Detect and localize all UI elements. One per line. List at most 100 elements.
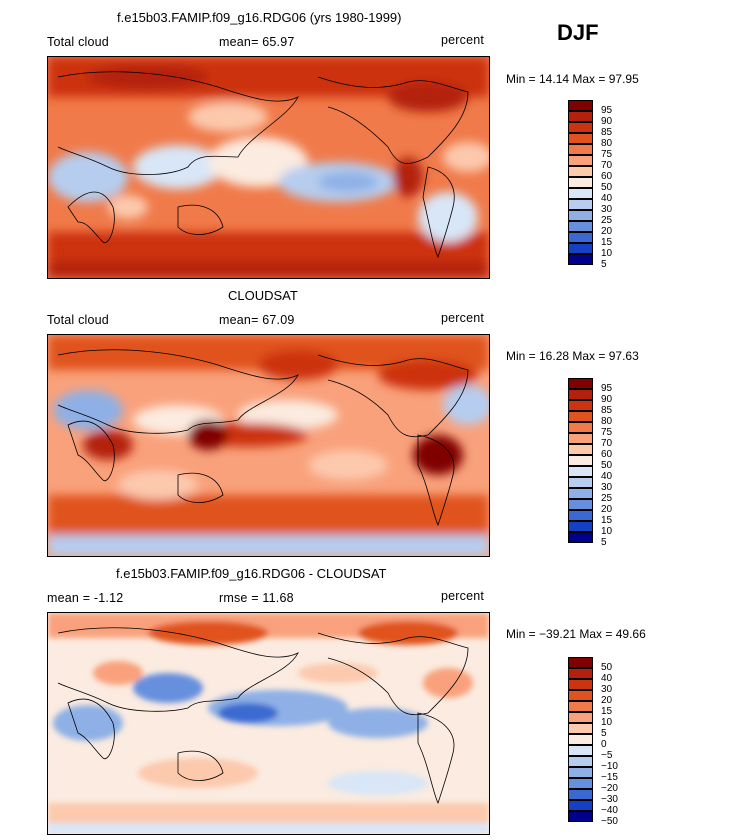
- colorbar-1-label: 75: [601, 149, 613, 160]
- colorbar-1-swatch: [568, 232, 593, 243]
- colorbar-2-swatch: [568, 455, 593, 466]
- colorbar-3-label: 15: [601, 706, 613, 717]
- panel-1-mean-label: mean= 65.97: [219, 35, 295, 49]
- colorbar-1-label: 90: [601, 116, 613, 127]
- colorbar-3-swatch: [568, 734, 593, 745]
- colorbar-3-swatch: [568, 723, 593, 734]
- colorbar-1-label: 25: [601, 215, 613, 226]
- colorbar-1-swatch: [568, 155, 593, 166]
- colorbar-3-label: −50: [601, 816, 618, 827]
- colorbar-1-swatch: [568, 188, 593, 199]
- panel-3-mean-label: mean = -1.12: [47, 591, 124, 605]
- colorbar-2-swatch: [568, 422, 593, 433]
- colorbar-2-label: 90: [601, 394, 613, 405]
- colorbar-1-label: 50: [601, 182, 613, 193]
- colorbar-2-swatch: [568, 477, 593, 488]
- colorbar-2-label: 75: [601, 427, 613, 438]
- colorbar-2-swatch: [568, 389, 593, 400]
- colorbar-1-label: 20: [601, 226, 613, 237]
- panel-3-map: [47, 612, 490, 835]
- panel-2-mean-label: mean= 67.09: [219, 313, 295, 327]
- panel-3-title: f.e15b03.FAMIP.f09_g16.RDG06 - CLOUDSAT: [116, 566, 387, 581]
- colorbar-1-label: 30: [601, 204, 613, 215]
- colorbar-1-swatch: [568, 133, 593, 144]
- colorbar-2-swatch: [568, 532, 593, 543]
- colorbar-1-swatch: [568, 254, 593, 265]
- colorbar-2-label: 20: [601, 504, 613, 515]
- panel-1-map: [47, 56, 490, 279]
- colorbar-3-swatch: [568, 745, 593, 756]
- panel-3-map-plot: [48, 613, 489, 834]
- colorbar-1-swatch: [568, 166, 593, 177]
- colorbar-3-label: 50: [601, 662, 613, 673]
- panel-2-map: [47, 334, 490, 557]
- panel-3-coastlines: [57, 627, 469, 805]
- colorbar-1-swatch: [568, 210, 593, 221]
- colorbar-3-swatch: [568, 657, 593, 668]
- colorbar-3-swatch: [568, 756, 593, 767]
- panel-3-rmse-label: rmse = 11.68: [219, 591, 294, 605]
- colorbar-1-swatch: [568, 199, 593, 210]
- colorbar-2-label: 95: [601, 383, 613, 394]
- colorbar-3-label: −40: [601, 805, 618, 816]
- colorbar-2-label: 60: [601, 449, 613, 460]
- colorbar-2-label: 25: [601, 493, 613, 504]
- colorbar-3-swatch: [568, 778, 593, 789]
- colorbar-2-label: 30: [601, 482, 613, 493]
- colorbar-3-label: −30: [601, 794, 618, 805]
- colorbar-2-swatch: [568, 499, 593, 510]
- colorbar-3-swatch: [568, 800, 593, 811]
- colorbar-1-swatch: [568, 122, 593, 133]
- colorbar-3-swatch: [568, 789, 593, 800]
- colorbar-2-swatch: [568, 444, 593, 455]
- colorbar-1-label: 40: [601, 193, 613, 204]
- season-label: DJF: [557, 20, 599, 45]
- colorbar-1-label: 10: [601, 248, 613, 259]
- panel-2-minmax: Min = 16.28 Max = 97.63: [506, 349, 639, 363]
- colorbar-3-swatch: [568, 679, 593, 690]
- colorbar-2-swatch: [568, 466, 593, 477]
- panel-2-coastlines: [57, 349, 469, 527]
- colorbar-3-swatch: [568, 690, 593, 701]
- colorbar-1-label: 15: [601, 237, 613, 248]
- colorbar-3-label: −15: [601, 772, 618, 783]
- panel-2-variable-label: Total cloud: [47, 313, 109, 327]
- panel-3-units-label: percent: [441, 589, 485, 603]
- colorbar-3-swatch: [568, 668, 593, 679]
- colorbar-3-label: 0: [601, 739, 607, 750]
- colorbar-2-label: 50: [601, 460, 613, 471]
- panel-1-units-label: percent: [441, 33, 485, 47]
- panel-2-map-plot: [48, 335, 489, 556]
- colorbar-3-swatch: [568, 811, 593, 822]
- panel-1-minmax: Min = 14.14 Max = 97.95: [506, 72, 639, 86]
- colorbar-2-label: 70: [601, 438, 613, 449]
- colorbar-1-swatch: [568, 100, 593, 111]
- colorbar-3-swatch: [568, 701, 593, 712]
- colorbar-3-label: 30: [601, 684, 613, 695]
- colorbar-3-swatch: [568, 767, 593, 778]
- colorbar-3-label: −20: [601, 783, 618, 794]
- colorbar-2-swatch: [568, 433, 593, 444]
- panel-1-variable-label: Total cloud: [47, 35, 109, 49]
- colorbar-1-label: 5: [601, 259, 607, 270]
- colorbar-2-swatch: [568, 378, 593, 389]
- colorbar-3-label: 5: [601, 728, 607, 739]
- colorbar-2-swatch: [568, 521, 593, 532]
- panel-3-minmax: Min = −39.21 Max = 49.66: [506, 627, 646, 641]
- panel-1-coastlines: [57, 71, 469, 259]
- panel-1-title: f.e15b03.FAMIP.f09_g16.RDG06 (yrs 1980-1…: [117, 10, 402, 25]
- colorbar-1-swatch: [568, 144, 593, 155]
- colorbar-2-swatch: [568, 400, 593, 411]
- colorbar-1-label: 80: [601, 138, 613, 149]
- colorbar-3-label: 40: [601, 673, 613, 684]
- colorbar-2-label: 40: [601, 471, 613, 482]
- colorbar-3-label: 20: [601, 695, 613, 706]
- panel-2-units-label: percent: [441, 311, 485, 325]
- colorbar-2-swatch: [568, 510, 593, 521]
- colorbar-1-label: 60: [601, 171, 613, 182]
- colorbar-3-label: −10: [601, 761, 618, 772]
- colorbar-2-label: 85: [601, 405, 613, 416]
- colorbar-2-label: 5: [601, 537, 607, 548]
- colorbar-1-label: 85: [601, 127, 613, 138]
- colorbar-2-swatch: [568, 411, 593, 422]
